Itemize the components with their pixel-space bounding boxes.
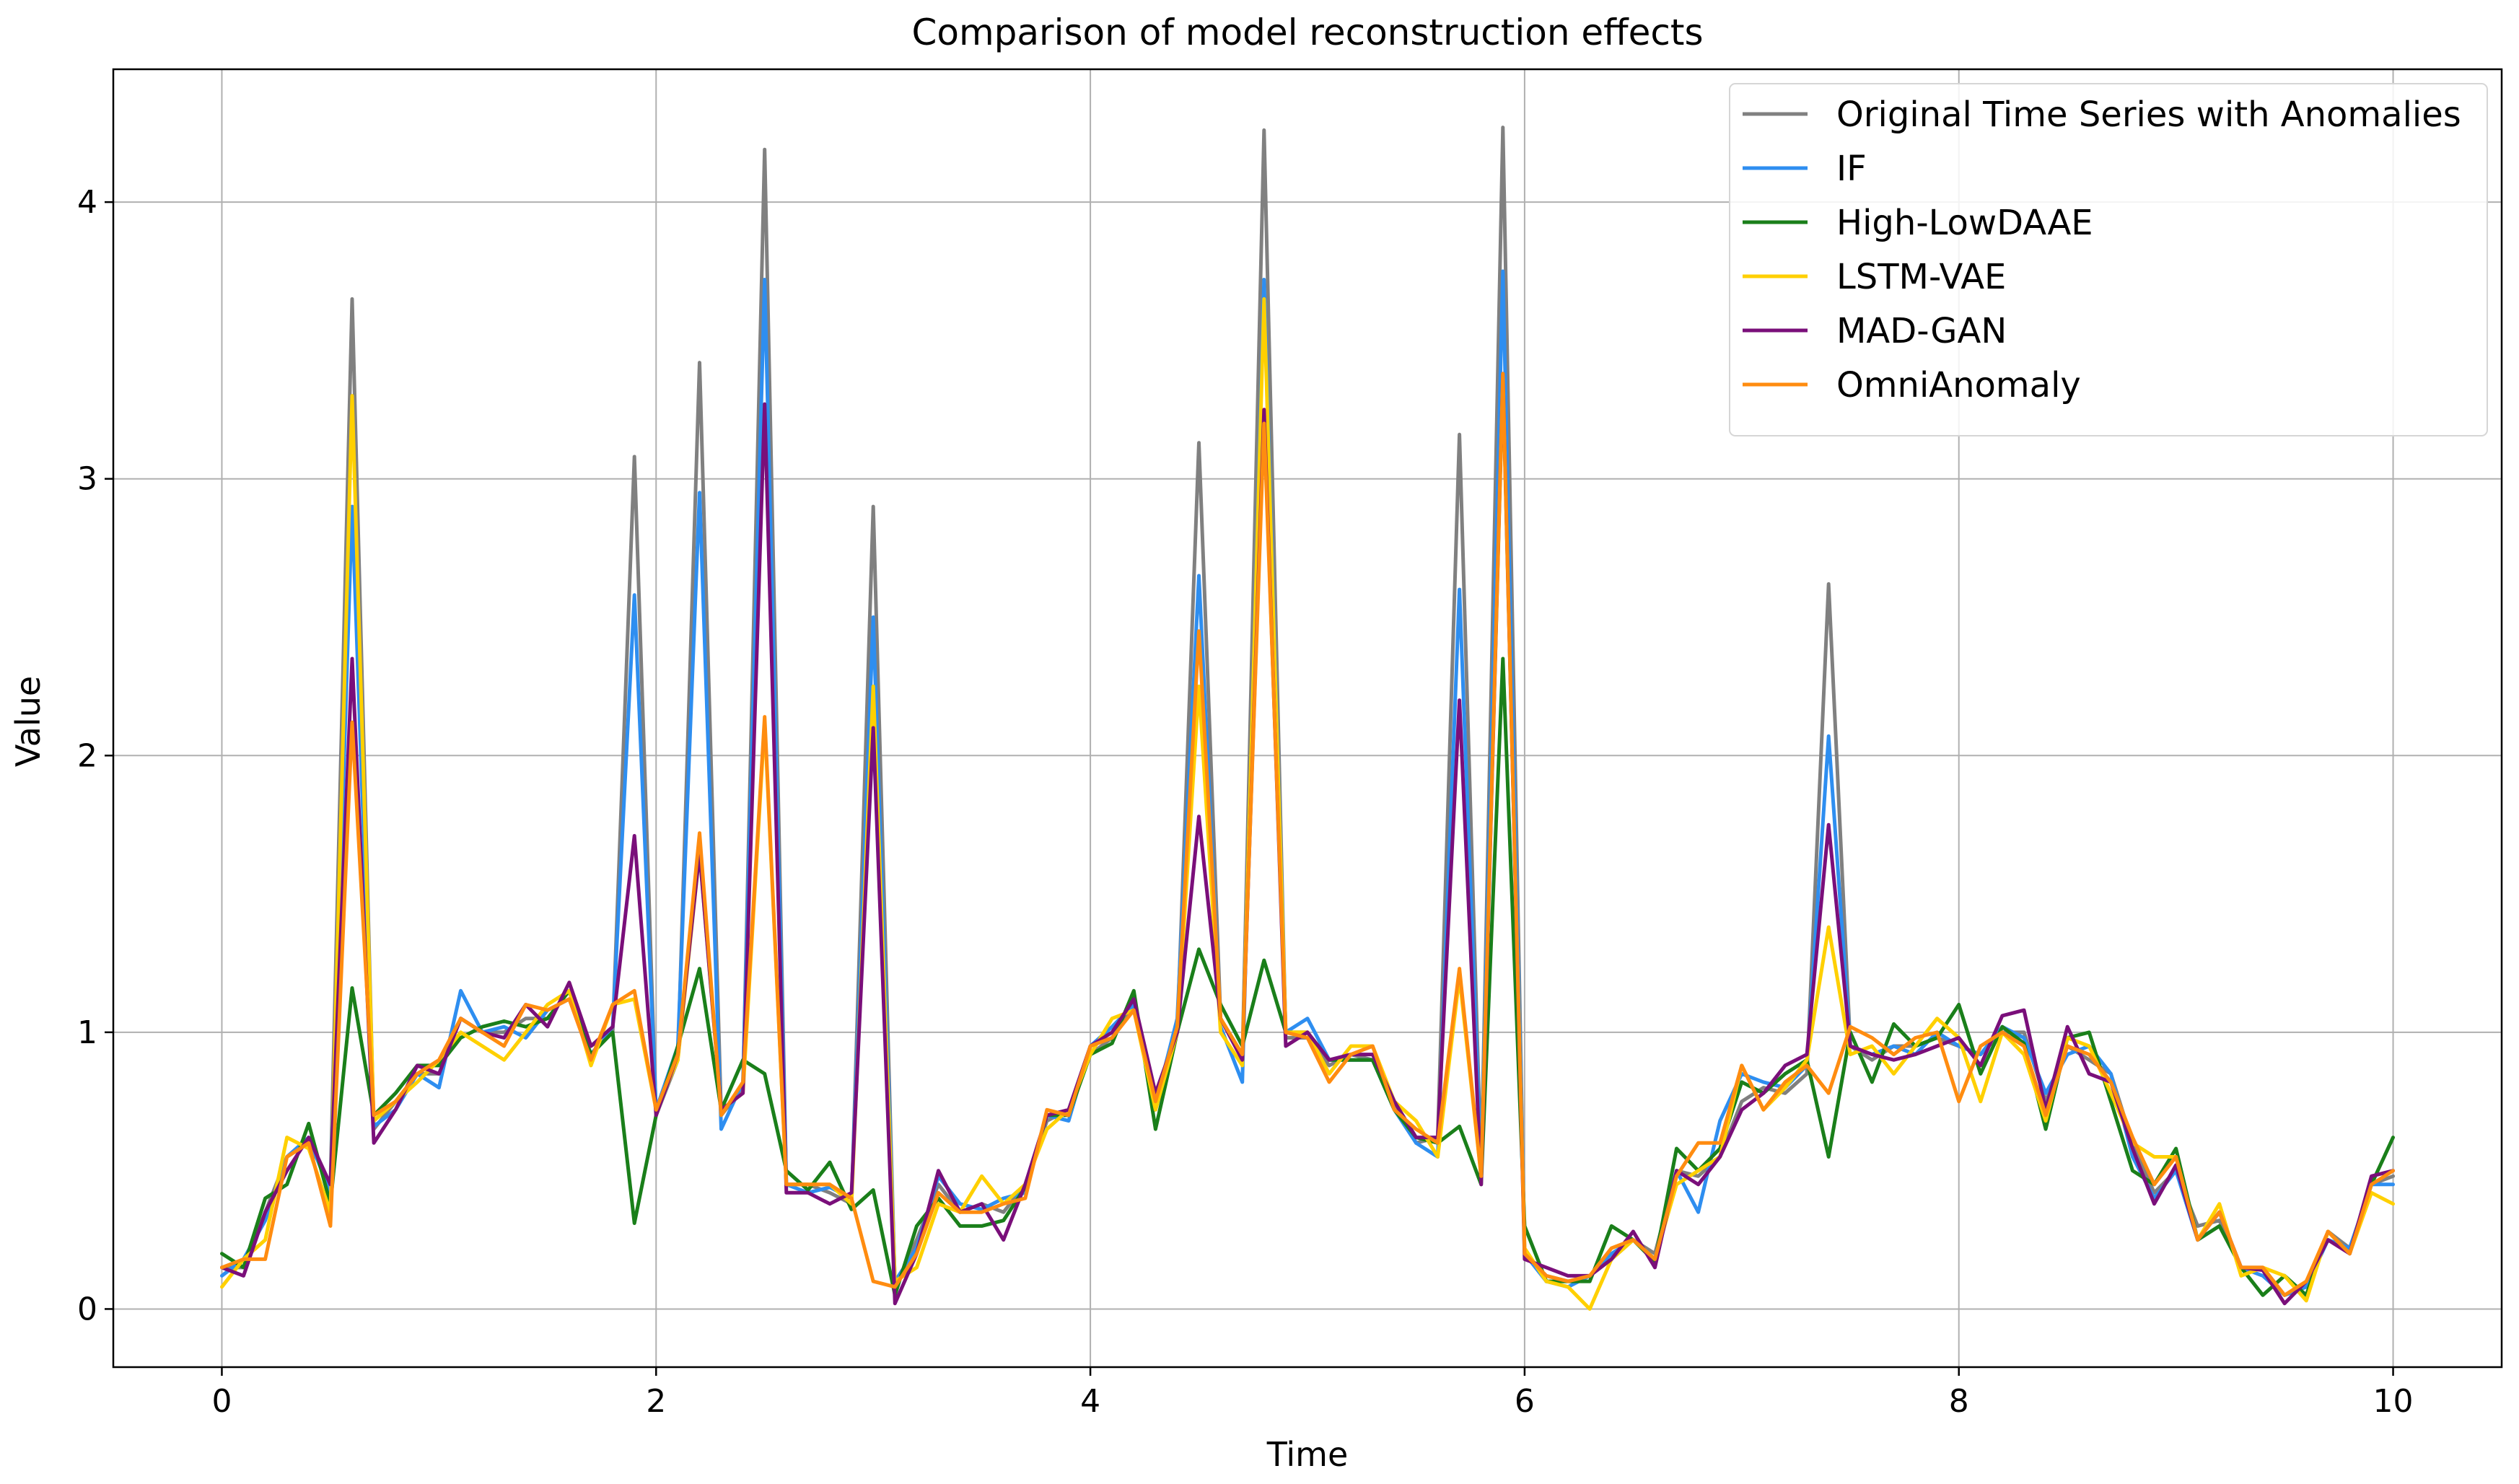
- y-tick-label: 0: [77, 1291, 97, 1327]
- legend-box: [1729, 83, 2488, 436]
- y-axis-label: Value: [9, 676, 48, 767]
- y-tick-label: 3: [77, 461, 97, 498]
- legend-label: IF: [1836, 149, 1867, 189]
- series-layer: [220, 126, 2395, 1311]
- y-tick-label: 1: [77, 1014, 97, 1051]
- series-line: [220, 372, 2395, 1297]
- x-axis-label: Time: [1266, 1435, 1349, 1474]
- chart-title: Comparison of model reconstruction effec…: [911, 12, 1703, 53]
- y-tick-label: 4: [77, 184, 97, 221]
- tick-layer: 0 2 4 6 8 10 0 1 2 3 4: [77, 184, 2414, 1420]
- legend-label: Original Time Series with Anomalies: [1836, 95, 2461, 135]
- legend-label: MAD-GAN: [1836, 311, 2007, 351]
- legend-label: OmniAnomaly: [1836, 365, 2081, 405]
- legend-label: LSTM-VAE: [1836, 257, 2006, 297]
- x-tick-label: 0: [211, 1383, 232, 1420]
- x-tick-label: 10: [2373, 1383, 2414, 1420]
- y-tick-label: 2: [77, 737, 97, 774]
- x-tick-label: 2: [646, 1383, 666, 1420]
- series-line: [220, 372, 2395, 1306]
- legend-label: High-LowDAAE: [1836, 203, 2093, 243]
- plot-frame: [112, 68, 2503, 1369]
- x-tick-label: 6: [1515, 1383, 1535, 1420]
- x-tick-label: 8: [1949, 1383, 1969, 1420]
- x-tick-label: 4: [1080, 1383, 1100, 1420]
- legend: Original Time Series with Anomalies IF Hig…: [1729, 83, 2488, 436]
